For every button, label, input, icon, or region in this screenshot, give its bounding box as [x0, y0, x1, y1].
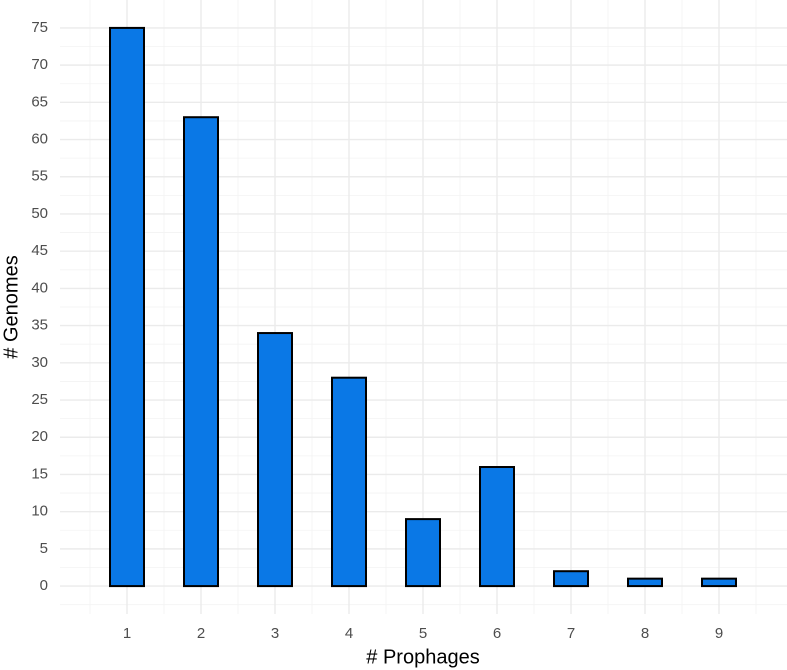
bar	[479, 466, 515, 588]
y-tick-label: 40	[31, 279, 48, 296]
bar	[405, 518, 441, 588]
y-tick-label: 55	[31, 168, 48, 185]
y-tick-label: 45	[31, 242, 48, 259]
y-tick-label: 35	[31, 317, 48, 334]
y-tick-label: 20	[31, 428, 48, 445]
y-tick-label: 5	[40, 540, 48, 557]
y-tick-label: 30	[31, 354, 48, 371]
bar	[701, 577, 737, 588]
x-tick-label: 3	[271, 625, 279, 642]
y-tick-label: 15	[31, 465, 48, 482]
bar	[257, 332, 293, 588]
y-tick-label: 75	[31, 19, 48, 36]
y-tick-label: 10	[31, 503, 48, 520]
x-tick-label: 5	[419, 625, 427, 642]
x-tick-label: 4	[345, 625, 353, 642]
bar	[553, 570, 589, 588]
x-tick-label: 8	[641, 625, 649, 642]
y-axis-title: # Genomes	[0, 255, 22, 358]
x-tick-label: 2	[197, 625, 205, 642]
bar	[183, 116, 219, 588]
y-tick-label: 0	[40, 577, 48, 594]
x-tick-label: 9	[715, 625, 723, 642]
x-tick-label: 7	[567, 625, 575, 642]
x-axis-title: # Prophages	[366, 646, 479, 668]
bar	[627, 577, 663, 588]
y-tick-label: 65	[31, 93, 48, 110]
x-tick-label: 6	[493, 625, 501, 642]
bar	[109, 26, 145, 588]
bar	[331, 376, 367, 588]
x-tick-label: 1	[123, 625, 131, 642]
y-tick-label: 60	[31, 131, 48, 148]
y-tick-label: 70	[31, 56, 48, 73]
y-tick-label: 50	[31, 205, 48, 222]
y-tick-label: 25	[31, 391, 48, 408]
